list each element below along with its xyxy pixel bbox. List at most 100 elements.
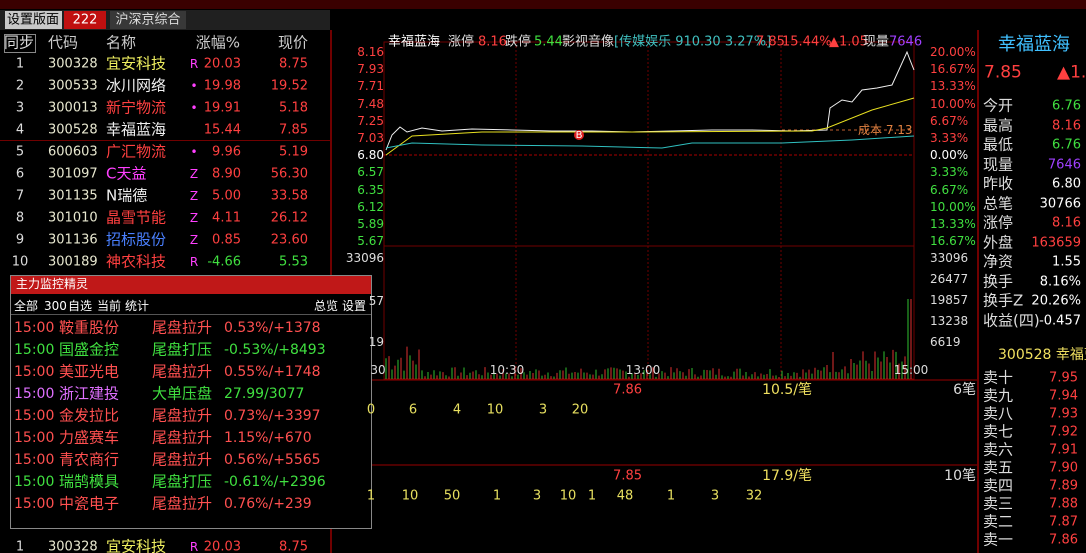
stock-name[interactable]: 广汇物流	[106, 142, 167, 161]
stock-code: 301135	[48, 188, 98, 204]
price-tick: 6.12	[357, 199, 384, 214]
chart-header-item: 影视音像	[562, 34, 615, 50]
row-index: 1	[15, 56, 25, 72]
tick-volume: 32	[745, 488, 763, 504]
alert-stock[interactable]: 浙江建投	[59, 384, 120, 403]
stock-name[interactable]: 宜安科技	[106, 54, 167, 73]
stock-code: 300533	[48, 78, 98, 94]
filter-tab[interactable]: 300	[44, 299, 67, 313]
pct-tick: 6.67%	[930, 113, 969, 128]
stock-name[interactable]: 宜安科技	[106, 537, 167, 553]
action-link[interactable]: 设置	[342, 299, 367, 313]
sell-price: 7.88	[1049, 496, 1078, 512]
row-index: 10	[11, 254, 29, 270]
stock-code: 300328	[48, 56, 98, 72]
chart-header-item: 幸福蓝海	[388, 34, 441, 50]
column-header[interactable]: 同步	[3, 33, 35, 52]
stock-name[interactable]: 新宁物流	[106, 98, 167, 117]
time-tick: 30	[370, 363, 386, 377]
tick-price: 7.85	[613, 468, 642, 484]
alert-stock[interactable]: 力盛赛车	[59, 428, 120, 447]
filter-tab[interactable]: 全部	[14, 299, 39, 313]
volume-tick: 33096	[345, 251, 384, 265]
volume-tick: 6619	[930, 335, 961, 349]
tab-label[interactable]: 设置版面	[6, 12, 60, 28]
column-header[interactable]: 名称	[106, 33, 137, 52]
divider	[11, 314, 371, 315]
alert-stock[interactable]: 美亚光电	[59, 362, 120, 381]
stock-name[interactable]: N瑞德	[106, 186, 148, 205]
stock-flag: Z	[189, 233, 199, 247]
price: 5.19	[279, 144, 308, 160]
price-tick: 5.67	[357, 234, 384, 249]
stat-label: 今开	[983, 96, 1014, 115]
alert-stock[interactable]: 国盛金控	[59, 340, 120, 359]
sell-level: 卖七	[983, 422, 1014, 441]
filter-tab[interactable]: 自选	[68, 299, 93, 313]
stat-label: 换手Z	[983, 291, 1024, 310]
tick-volume: 1	[492, 488, 502, 504]
chart-area	[332, 41, 977, 466]
price: 5.18	[279, 100, 308, 116]
alert-type: 尾盘拉升	[152, 494, 213, 513]
tab[interactable]	[5, 11, 62, 29]
sell-price: 7.86	[1049, 532, 1078, 548]
chart-header-item: 8.16	[478, 34, 507, 50]
alert-stock[interactable]: 金发拉比	[59, 406, 120, 425]
price: 5.53	[279, 254, 308, 270]
alert-type: 尾盘打压	[152, 340, 213, 359]
pct-tick: 10.00%	[930, 199, 976, 214]
column-header[interactable]: 现价	[277, 33, 308, 52]
price-tick: 6.35	[357, 182, 384, 197]
stat-label: 现量	[983, 155, 1014, 173]
stock-name[interactable]: 神农科技	[106, 252, 167, 271]
chart-header-item: ▲1.05	[829, 34, 868, 50]
chart-header-item: 涨停	[448, 34, 475, 50]
alert-stock[interactable]: 中瓷电子	[59, 494, 120, 513]
chart-header-item: 7646	[889, 34, 923, 50]
volume-tick: 57	[368, 294, 384, 308]
alert-type: 尾盘拉升	[152, 428, 213, 447]
sync-button[interactable]	[4, 34, 36, 53]
price: 33.58	[270, 188, 308, 204]
window-title: 主力监控精灵	[16, 277, 89, 291]
stock-name[interactable]: C天益	[106, 164, 147, 183]
price-tick: 7.25	[357, 113, 384, 128]
stock-name[interactable]: 冰川网络	[106, 76, 167, 95]
alert-stock[interactable]: 鞍重股份	[59, 318, 120, 337]
stock-name[interactable]: 幸福蓝海	[106, 120, 167, 139]
filter-tab[interactable]: 当前	[97, 299, 122, 313]
stat-value: 8.16	[1052, 215, 1081, 231]
pct-tick: 3.33%	[930, 131, 969, 145]
buy-marker-dot	[574, 130, 584, 140]
sell-price: 7.90	[1049, 460, 1078, 476]
action-link[interactable]: 总览	[314, 299, 339, 313]
stock-name[interactable]: 晶雪节能	[106, 208, 167, 227]
tab[interactable]	[64, 11, 106, 29]
alert-time: 15:00	[14, 474, 55, 490]
alert-stock[interactable]: 瑞鹄模具	[59, 472, 120, 491]
price-tick: 7.71	[357, 79, 384, 94]
stock-flag: R	[189, 57, 199, 71]
price-tick: 8.16	[357, 45, 384, 59]
stat-value: 1.55	[1052, 254, 1081, 270]
sell-price: 7.87	[1049, 514, 1078, 530]
column-header[interactable]: 代码	[48, 33, 79, 52]
alert-type: 大单压盘	[152, 384, 213, 403]
filter-tab[interactable]: 统计	[125, 299, 150, 313]
pct-tick: 0.00%	[930, 148, 969, 163]
alert-time: 15:00	[14, 364, 55, 380]
price-tick: 7.48	[357, 96, 384, 111]
alert-stock[interactable]: 青农商行	[59, 450, 120, 469]
stock-name[interactable]: 招标股份	[106, 230, 167, 249]
alert-time: 15:00	[14, 430, 55, 446]
change-pct: 5.00	[212, 188, 241, 204]
column-header[interactable]: 涨幅%	[195, 33, 240, 52]
tab-label[interactable]: 沪深京综合	[115, 12, 181, 28]
row-index: 2	[15, 78, 25, 94]
stat-value: 6.80	[1052, 176, 1081, 192]
alert-value: 0.73%/+3397	[224, 408, 321, 424]
tab[interactable]	[110, 11, 186, 29]
sell-level: 卖十	[983, 368, 1014, 387]
tab-label[interactable]: 222	[72, 12, 98, 28]
